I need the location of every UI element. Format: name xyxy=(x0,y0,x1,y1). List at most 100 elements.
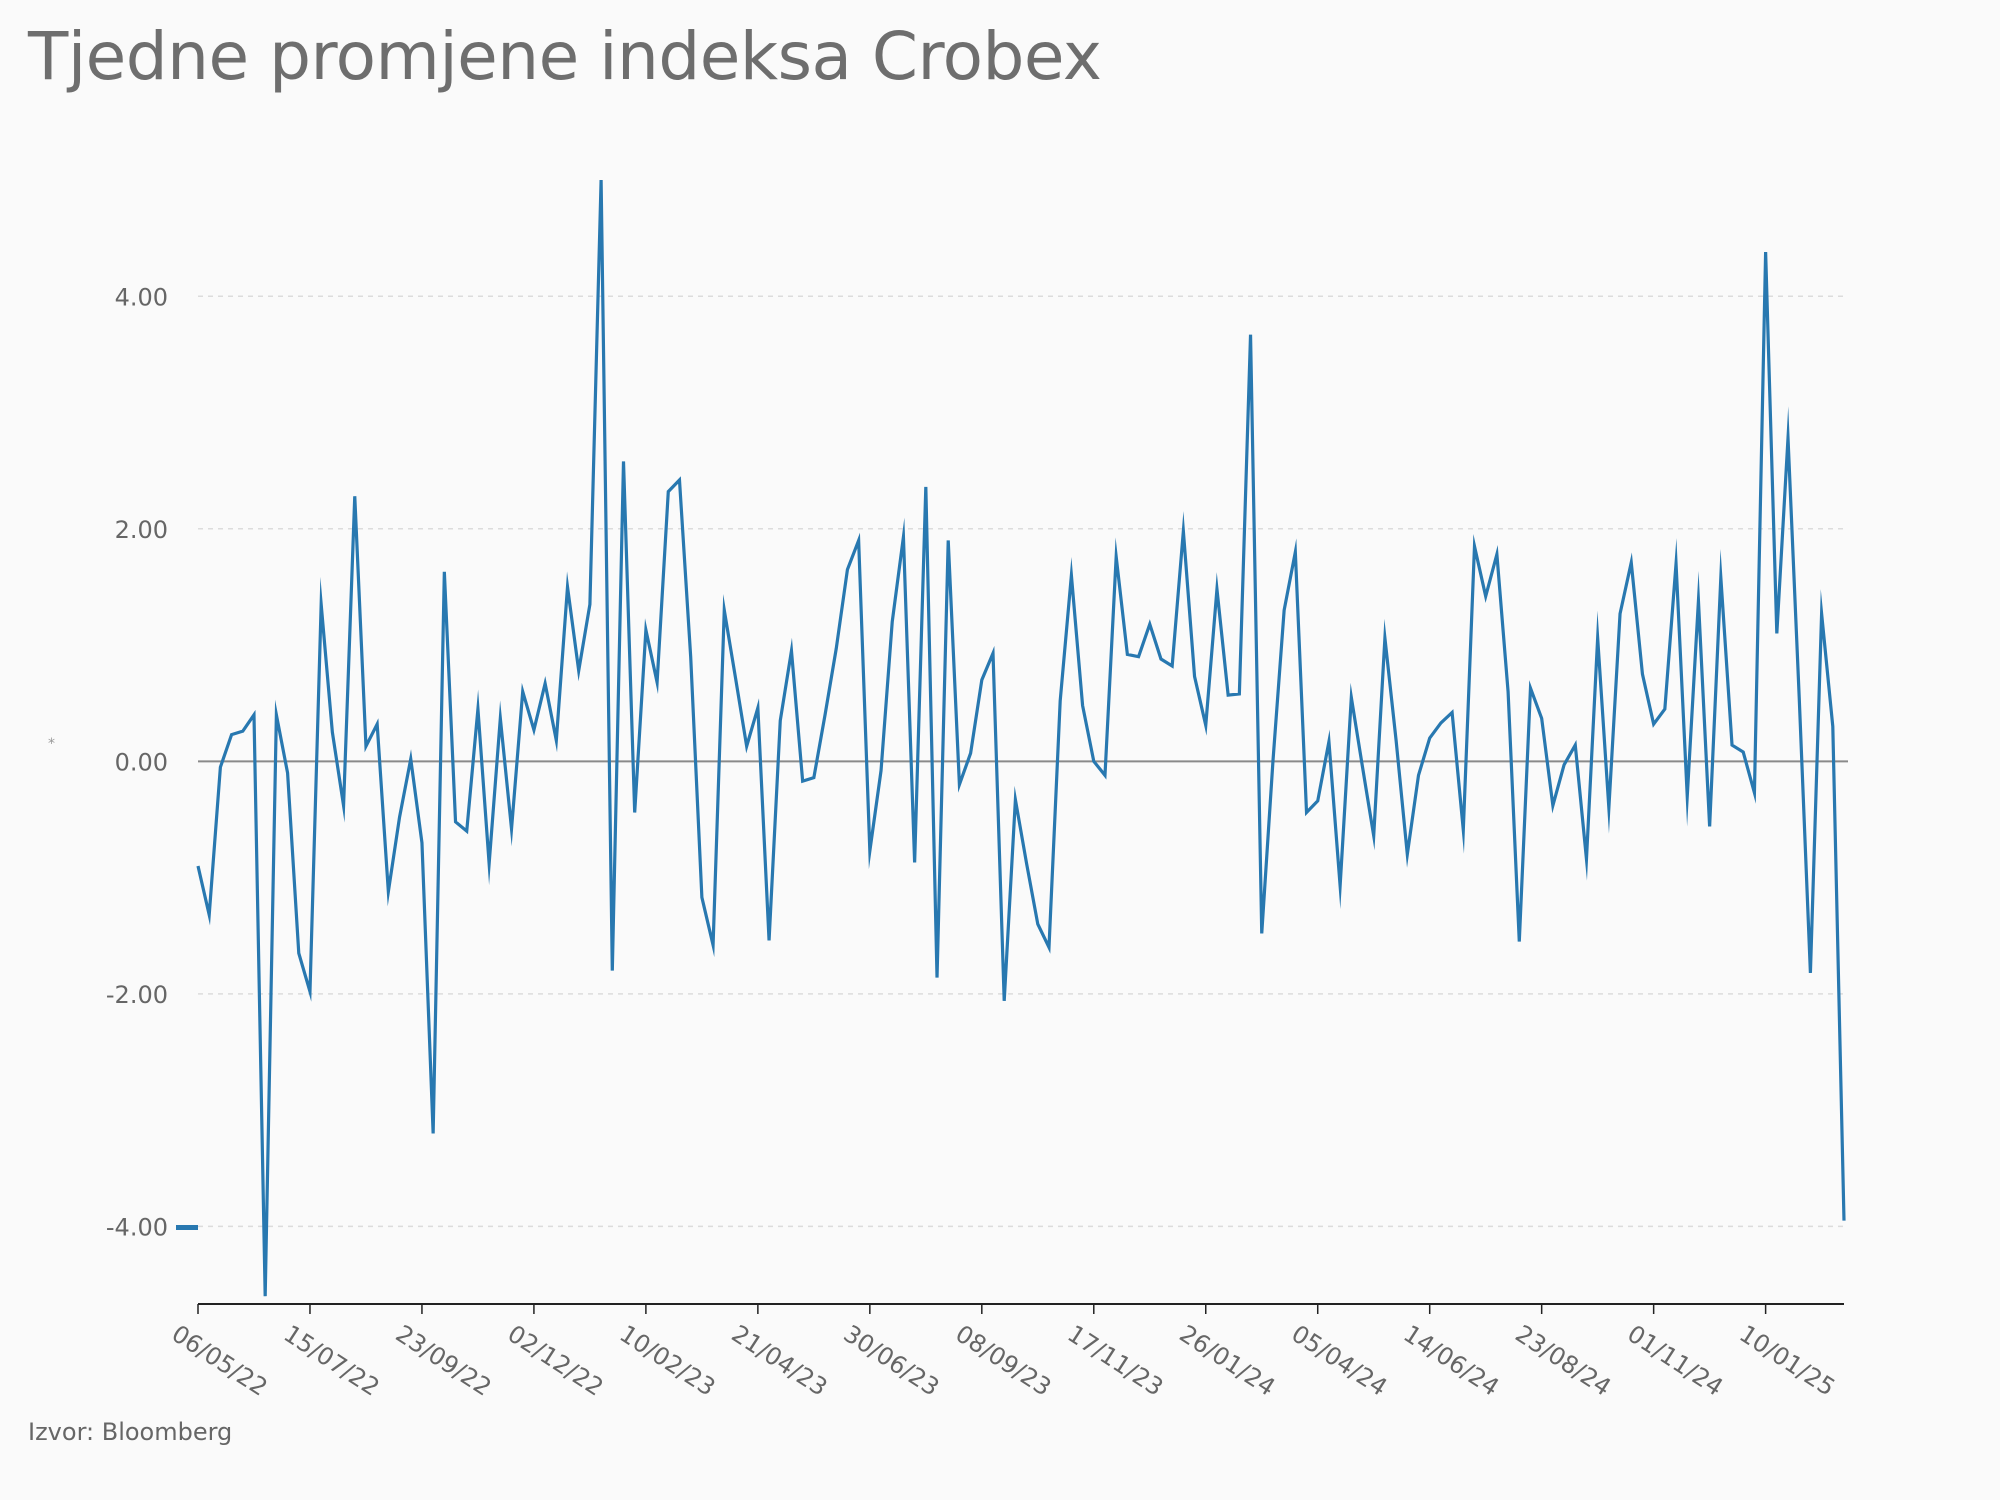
series-line xyxy=(196,179,1846,1297)
x-axis: 06/05/22 15/07/22 23/09/22 02/12/22 10/02/23… xyxy=(167,1303,1844,1402)
data-point xyxy=(1450,711,1454,715)
data-point xyxy=(1305,811,1309,815)
data-point xyxy=(756,706,760,710)
data-point xyxy=(722,608,726,612)
data-point xyxy=(857,538,861,542)
data-point xyxy=(1215,587,1219,591)
data-point xyxy=(924,485,928,489)
data-point xyxy=(1013,798,1017,802)
source-note: Izvor: Bloomberg xyxy=(28,1418,233,1446)
data-point xyxy=(901,535,905,539)
data-point xyxy=(554,738,558,742)
data-point xyxy=(980,678,984,682)
data-point xyxy=(252,713,256,717)
data-point xyxy=(476,707,480,711)
data-point xyxy=(409,757,413,761)
data-point xyxy=(1797,695,1801,699)
data-point xyxy=(566,585,570,589)
data-point xyxy=(1058,699,1062,703)
x-tick-label: 14/06/24 xyxy=(1398,1320,1504,1402)
data-point xyxy=(767,938,771,942)
x-tick-label: 02/12/22 xyxy=(503,1320,609,1402)
y-tick-label: -4.00 xyxy=(106,1213,168,1241)
data-point xyxy=(946,538,950,542)
data-point xyxy=(1249,333,1253,337)
data-point xyxy=(1170,664,1174,668)
data-point xyxy=(588,602,592,606)
data-point xyxy=(297,951,301,955)
data-point xyxy=(1428,736,1432,740)
data-point xyxy=(1226,693,1230,697)
data-point xyxy=(1271,759,1275,763)
data-point xyxy=(498,716,502,720)
data-point xyxy=(812,776,816,780)
data-point xyxy=(1741,750,1745,754)
data-point xyxy=(1764,250,1768,254)
data-point xyxy=(1260,931,1264,935)
data-point xyxy=(465,829,469,833)
data-point xyxy=(386,890,390,894)
data-point xyxy=(599,178,603,182)
x-tick-label: 10/01/25 xyxy=(1734,1320,1840,1402)
data-point xyxy=(1181,529,1185,533)
data-point xyxy=(868,849,872,853)
data-point xyxy=(935,976,939,980)
data-point xyxy=(1193,674,1197,678)
y-tick-label: -2.00 xyxy=(106,981,168,1009)
series-layer xyxy=(196,178,1846,1298)
data-point xyxy=(1394,738,1398,742)
data-point xyxy=(890,620,894,624)
data-point xyxy=(286,771,290,775)
data-point xyxy=(1125,652,1129,656)
data-point xyxy=(789,649,793,653)
data-point xyxy=(1808,971,1812,975)
x-tick-label: 21/04/23 xyxy=(727,1320,833,1402)
data-point xyxy=(1584,857,1588,861)
data-point xyxy=(263,1294,267,1298)
data-point xyxy=(431,1131,435,1135)
data-point xyxy=(957,783,961,787)
data-point xyxy=(532,728,536,732)
data-point xyxy=(655,680,659,684)
data-point xyxy=(454,820,458,824)
data-point xyxy=(420,841,424,845)
data-point xyxy=(1025,862,1029,866)
data-point xyxy=(666,490,670,494)
data-point xyxy=(1439,721,1443,725)
data-point xyxy=(319,602,323,606)
data-point xyxy=(1461,828,1465,832)
x-tick-label: 23/09/22 xyxy=(391,1320,497,1402)
data-point xyxy=(1663,707,1667,711)
legend-swatch xyxy=(176,1225,198,1230)
data-point xyxy=(700,895,704,899)
data-point xyxy=(1495,552,1499,556)
x-tick-label: 10/02/23 xyxy=(615,1320,721,1402)
data-point xyxy=(1820,612,1824,616)
data-point xyxy=(879,769,883,773)
data-point xyxy=(274,713,278,717)
data-point xyxy=(745,744,749,748)
data-point xyxy=(622,459,626,463)
data-point xyxy=(1652,722,1656,726)
data-point xyxy=(1137,655,1141,659)
data-point xyxy=(969,751,973,755)
data-point xyxy=(991,651,995,655)
data-point xyxy=(1618,612,1622,616)
data-point xyxy=(1730,743,1734,747)
data-point xyxy=(1786,436,1790,440)
y-tick-label: 2.00 xyxy=(115,516,168,544)
data-point xyxy=(1629,561,1633,565)
data-point xyxy=(1204,723,1208,727)
data-point xyxy=(510,827,514,831)
data-point xyxy=(353,494,357,498)
data-point xyxy=(733,676,737,680)
data-point xyxy=(1831,724,1835,728)
data-point xyxy=(543,681,547,685)
data-point xyxy=(521,690,525,694)
data-point xyxy=(913,861,917,865)
data-point xyxy=(1775,631,1779,635)
data-point xyxy=(1327,740,1331,744)
data-point xyxy=(1573,743,1577,747)
data-point xyxy=(1361,765,1365,769)
